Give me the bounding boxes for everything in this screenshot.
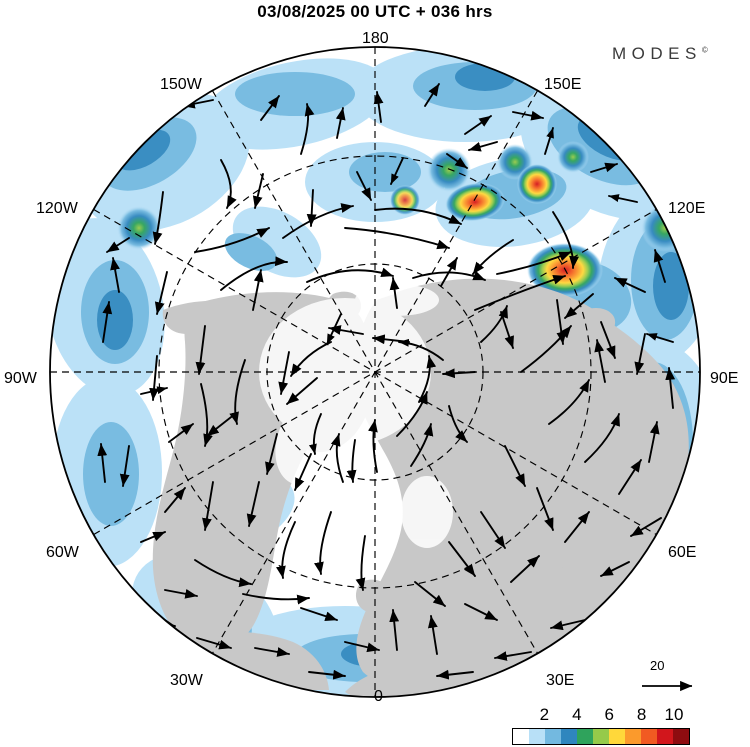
copyright-icon: © [701,45,708,55]
colorbar-band-8 [641,729,657,744]
lon-label-120w: 120W [36,200,78,217]
map-content [50,47,700,697]
lon-label-180: 180 [362,30,389,47]
colorbar-tick-4: 4 [572,705,582,724]
colorbar-band-9 [657,729,673,744]
lon-label-120e: 120E [668,200,706,217]
lon-label-0: 0 [374,688,383,705]
lon-label-90e: 90E [710,370,739,387]
lon-label-30w: 30W [170,672,203,689]
globe-outline [49,46,701,698]
wind-scale-value: 20 [650,658,665,673]
colorbar-band-6 [609,729,625,744]
colorbar-tick-6: 6 [604,705,614,724]
lon-label-90w: 90W [4,370,37,387]
modes-logo-text: MODES [612,44,702,63]
colorbar-tick-8: 8 [636,705,647,724]
lon-label-60e: 60E [668,544,697,561]
colorbar-ticks: 2 4 6 8 10 [512,705,690,727]
wind-scale-arrow-icon [642,680,693,692]
lon-label-150w: 150W [160,76,202,93]
lon-label-60w: 60W [46,544,79,561]
colorbar-tick-2: 2 [539,705,550,724]
modes-logo: MODES© [612,44,708,64]
colorbar-band-3 [561,729,577,744]
colorbar-band-7 [625,729,641,744]
colorbar-band-2 [545,729,561,744]
colorbar-tick-10: 10 [664,705,684,724]
graticule [50,47,700,697]
lon-label-30e: 30E [546,672,575,689]
page-title: 03/08/2025 00 UTC + 036 hrs [257,2,493,21]
colorbar-band-10 [673,729,689,744]
lon-label-150e: 150E [544,76,582,93]
polar-map [45,42,705,702]
colorbar-band-1 [529,729,545,744]
colorbar [512,728,690,745]
colorbar-band-5 [593,729,609,744]
colorbar-band-0 [513,729,529,744]
colorbar-band-4 [577,729,593,744]
wind-scale-key: 20 [640,658,720,700]
